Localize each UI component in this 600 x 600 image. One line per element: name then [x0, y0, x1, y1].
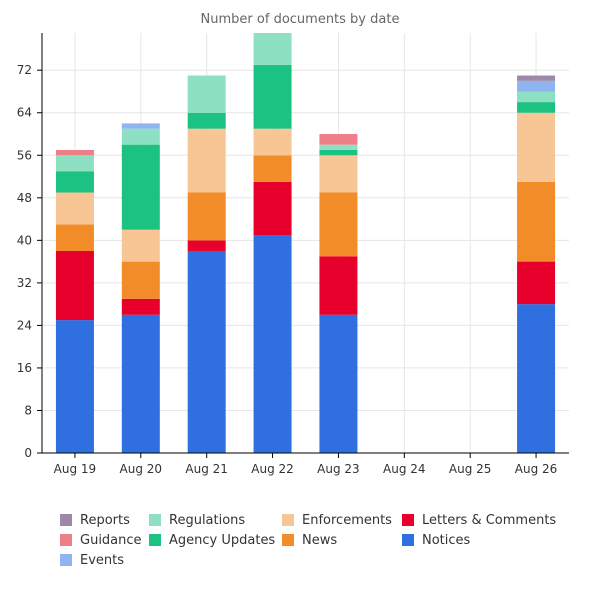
legend-swatch [402, 534, 414, 546]
bar-segment [517, 112, 556, 182]
legend-label: Enforcements [302, 512, 392, 528]
bar-segment [121, 314, 160, 453]
legend-item[interactable]: Notices [402, 530, 470, 550]
bar-segment [253, 128, 292, 156]
legend-label: Regulations [169, 512, 246, 528]
bar-segment [517, 304, 556, 453]
legend-swatch [402, 514, 414, 526]
bar-segment [517, 80, 556, 92]
bar-segment [253, 64, 292, 129]
bar-segment [187, 250, 226, 453]
bar-segment [121, 298, 160, 315]
y-tick-label: 0 [24, 446, 32, 460]
bar-segment [253, 235, 292, 453]
x-tick-label: Aug 21 [185, 462, 228, 476]
legend-item[interactable]: News [282, 530, 337, 550]
bar-segment [319, 134, 358, 145]
bar-segment [187, 75, 226, 113]
x-tick-label: Aug 20 [120, 462, 163, 476]
bar-segment [517, 102, 556, 113]
bar-segment [253, 181, 292, 236]
x-tick-label: Aug 26 [515, 462, 558, 476]
legend-swatch [149, 514, 161, 526]
bar-segment [319, 144, 358, 150]
legend-swatch [149, 534, 161, 546]
bar-segment [55, 149, 94, 156]
bar-segment [55, 250, 94, 321]
legend-label: News [302, 532, 338, 548]
bar-segment [55, 171, 94, 193]
bar-segment [121, 261, 160, 299]
bar-segment [253, 33, 292, 65]
legend-item[interactable]: Enforcements [282, 510, 392, 530]
x-tick-label: Aug 19 [54, 462, 97, 476]
y-tick-label: 8 [24, 403, 32, 417]
bars [55, 33, 556, 453]
legend-swatch [60, 514, 72, 526]
bar-segment [319, 149, 358, 156]
bar-segment [55, 224, 94, 251]
bar-segment [55, 155, 94, 172]
legend-swatch [60, 534, 72, 546]
bar-segment [517, 75, 556, 81]
legend-label: Reports [80, 512, 130, 528]
legend-label: Agency Updates [169, 532, 276, 548]
legend-item[interactable]: Guidance [60, 530, 142, 550]
legend-swatch [60, 554, 72, 566]
bar-segment [121, 123, 160, 129]
legend-label: Guidance [80, 532, 142, 548]
bar-segment [517, 91, 556, 103]
y-tick-label: 72 [17, 63, 32, 77]
bar-segment [517, 261, 556, 305]
x-tick-label: Aug 25 [449, 462, 492, 476]
legend-item[interactable]: Letters & Comments [402, 510, 556, 530]
bar-segment [55, 192, 94, 225]
legend-swatch [282, 534, 294, 546]
bar-segment [319, 256, 358, 315]
legend-item[interactable]: Agency Updates [149, 530, 275, 550]
bar-segment [187, 192, 226, 241]
bar-segment [253, 155, 292, 182]
legend-item[interactable]: Events [60, 550, 124, 570]
bar-segment [121, 229, 160, 262]
grid-lines [42, 33, 569, 453]
axes: 0 8 16 24 32 40 48 56 64 72 Aug 19 Aug 20 Aug 21 Aug … [17, 33, 569, 476]
legend-item[interactable]: Reports [60, 510, 130, 530]
bar-segment [121, 144, 160, 230]
bar-segment [187, 128, 226, 193]
bar-segment [517, 181, 556, 262]
bar-segment [187, 112, 226, 129]
bar-segment [319, 192, 358, 257]
x-tick-label: Aug 24 [383, 462, 426, 476]
y-tick-label: 48 [17, 191, 32, 205]
y-tick-label: 16 [17, 361, 32, 375]
bar-segment [121, 128, 160, 145]
bar-segment [319, 155, 358, 193]
legend-label: Events [80, 552, 125, 568]
x-tick-label: Aug 23 [317, 462, 360, 476]
bar-segment [187, 240, 226, 251]
bar-segment [55, 320, 94, 453]
y-tick-label: 24 [17, 318, 32, 332]
legend-item[interactable]: Regulations [149, 510, 245, 530]
y-tick-label: 32 [17, 276, 32, 290]
bar-segment [319, 314, 358, 453]
y-tick-label: 56 [17, 148, 32, 162]
legend-label: Letters & Comments [422, 512, 557, 528]
legend-label: Notices [422, 532, 471, 548]
y-tick-label: 40 [17, 233, 32, 247]
y-tick-label: 64 [17, 106, 32, 120]
chart-title: Number of documents by date [200, 12, 400, 27]
x-tick-label: Aug 22 [251, 462, 294, 476]
legend-swatch [282, 514, 294, 526]
